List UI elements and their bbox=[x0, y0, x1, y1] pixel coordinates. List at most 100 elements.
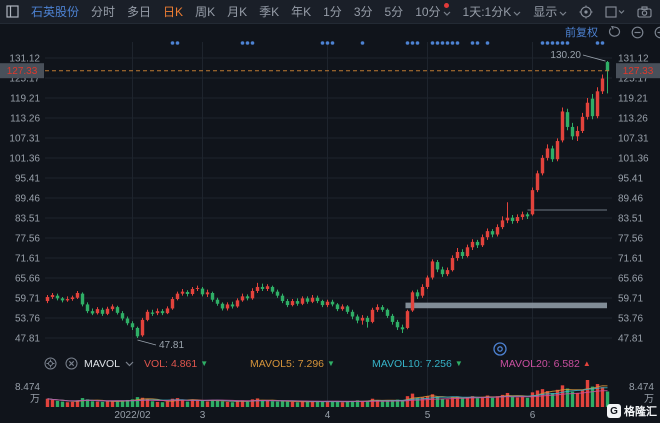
candle-body bbox=[340, 306, 345, 310]
indicator-settings-icon[interactable] bbox=[44, 355, 57, 372]
layout-select-icon[interactable] bbox=[605, 5, 625, 18]
y-axis-label: 65.66 bbox=[15, 274, 40, 285]
candle-body bbox=[335, 304, 340, 310]
candle-body bbox=[180, 291, 185, 294]
volume-bar bbox=[345, 401, 350, 407]
tab-10min[interactable]: 10分 bbox=[415, 3, 450, 20]
candle-body bbox=[595, 91, 600, 117]
volume-bar bbox=[375, 399, 380, 407]
y-axis-label: 71.61 bbox=[15, 254, 40, 265]
volume-bar bbox=[205, 401, 210, 407]
candle-body bbox=[460, 251, 465, 257]
display-menu[interactable]: 显示 bbox=[533, 3, 567, 20]
volume-bar bbox=[575, 392, 580, 407]
candle-body bbox=[280, 295, 285, 302]
volume-bar bbox=[585, 380, 590, 407]
candle-body bbox=[135, 327, 140, 337]
volume-bar bbox=[435, 396, 440, 407]
tab-monthly-k[interactable]: 月K bbox=[227, 5, 248, 19]
tab-quarterly-k[interactable]: 季K bbox=[259, 5, 280, 19]
main-chart[interactable]: 131.12 131.12 125.17 125.17 119.21 119.21 113.… bbox=[0, 40, 660, 423]
tab-yearly-k[interactable]: 年K bbox=[291, 5, 312, 19]
y-axis-label: 119.21 bbox=[10, 94, 40, 105]
volume-bar bbox=[495, 396, 500, 407]
volume-bar bbox=[270, 401, 275, 407]
tab-5min[interactable]: 5分 bbox=[384, 5, 404, 19]
volume-bar bbox=[240, 400, 245, 407]
zoom-out-icon[interactable] bbox=[631, 26, 644, 39]
volume-bar bbox=[605, 391, 610, 407]
y-axis-label: 89.46 bbox=[15, 194, 40, 205]
y-axis-label: 59.71 bbox=[618, 294, 643, 305]
screenshot-camera-icon[interactable] bbox=[637, 5, 652, 18]
volume-bar bbox=[50, 399, 55, 407]
chevron-down-icon[interactable] bbox=[125, 355, 134, 372]
volume-bar bbox=[275, 401, 280, 407]
volume-bar bbox=[125, 399, 130, 407]
volume-bar bbox=[85, 399, 90, 407]
notification-dot bbox=[444, 3, 449, 8]
y-axis-label: 83.51 bbox=[618, 214, 643, 225]
volume-bar bbox=[355, 400, 360, 407]
settings-gear-icon[interactable] bbox=[579, 5, 593, 19]
zoom-in-icon[interactable] bbox=[654, 26, 660, 39]
volume-bar bbox=[515, 397, 520, 407]
candle-body bbox=[140, 319, 145, 336]
tab-1min[interactable]: 1分 bbox=[323, 5, 342, 19]
tab-duori[interactable]: 多日 bbox=[127, 5, 152, 19]
period-selector[interactable]: 1天:1分K bbox=[463, 3, 522, 20]
event-marker-dot bbox=[430, 41, 435, 45]
candle-body bbox=[225, 304, 230, 309]
indicator-name[interactable]: MAVOL bbox=[84, 357, 120, 370]
volume-bar bbox=[75, 400, 80, 407]
volume-bar bbox=[175, 398, 180, 407]
event-marker-dot bbox=[455, 41, 460, 45]
volume-bar bbox=[530, 392, 535, 407]
volume-bar bbox=[160, 402, 165, 407]
scroll-to-latest-icon[interactable] bbox=[493, 342, 507, 356]
candle-body bbox=[210, 292, 215, 300]
tab-3min[interactable]: 3分 bbox=[353, 5, 373, 19]
price-badge bbox=[616, 63, 660, 79]
candle-body bbox=[330, 301, 335, 305]
y-axis-label: 107.31 bbox=[9, 134, 40, 145]
watchlist-panel-icon[interactable] bbox=[6, 5, 19, 18]
candle-body bbox=[125, 318, 130, 324]
volume-bar bbox=[310, 400, 315, 407]
volume-bar bbox=[180, 399, 185, 407]
volume-bar bbox=[525, 397, 530, 407]
volume-bar bbox=[255, 398, 260, 407]
tab-daily-k[interactable]: 日K bbox=[163, 5, 184, 19]
volume-bar bbox=[580, 390, 585, 407]
candle-body bbox=[495, 227, 500, 235]
event-marker-dot bbox=[450, 41, 455, 45]
y-axis-label: 71.61 bbox=[618, 254, 643, 265]
undo-icon[interactable] bbox=[608, 26, 621, 38]
volume-bar bbox=[100, 401, 105, 407]
event-marker-dot bbox=[595, 41, 600, 45]
indicator-close-icon[interactable] bbox=[65, 355, 78, 372]
candle-body bbox=[550, 148, 555, 160]
event-marker-dot bbox=[415, 41, 420, 45]
gelonghui-logo: G 格隆汇 bbox=[607, 403, 657, 419]
tab-weekly-k[interactable]: 周K bbox=[195, 5, 216, 19]
event-marker-dot bbox=[240, 41, 245, 45]
candle-body bbox=[270, 286, 275, 292]
volume-bar bbox=[340, 402, 345, 407]
logo-mark: G bbox=[607, 404, 621, 418]
y-axis-label: 131.12 bbox=[9, 53, 40, 64]
candle-body bbox=[400, 327, 405, 330]
candle-body bbox=[155, 311, 160, 314]
stock-name[interactable]: 石英股份 bbox=[31, 5, 80, 19]
event-marker-dot bbox=[470, 41, 475, 45]
candle-body bbox=[235, 300, 240, 307]
logo-text: 格隆汇 bbox=[624, 406, 657, 418]
volume-axis-unit: 万 bbox=[30, 394, 40, 405]
candle-body bbox=[490, 231, 495, 235]
candle-body bbox=[475, 241, 480, 246]
event-marker-dot bbox=[175, 41, 180, 45]
tab-fenshi[interactable]: 分时 bbox=[91, 5, 116, 19]
adjust-mode-button[interactable]: 前复权 bbox=[565, 27, 598, 39]
candle-body bbox=[565, 112, 570, 127]
candle-body bbox=[580, 116, 585, 131]
